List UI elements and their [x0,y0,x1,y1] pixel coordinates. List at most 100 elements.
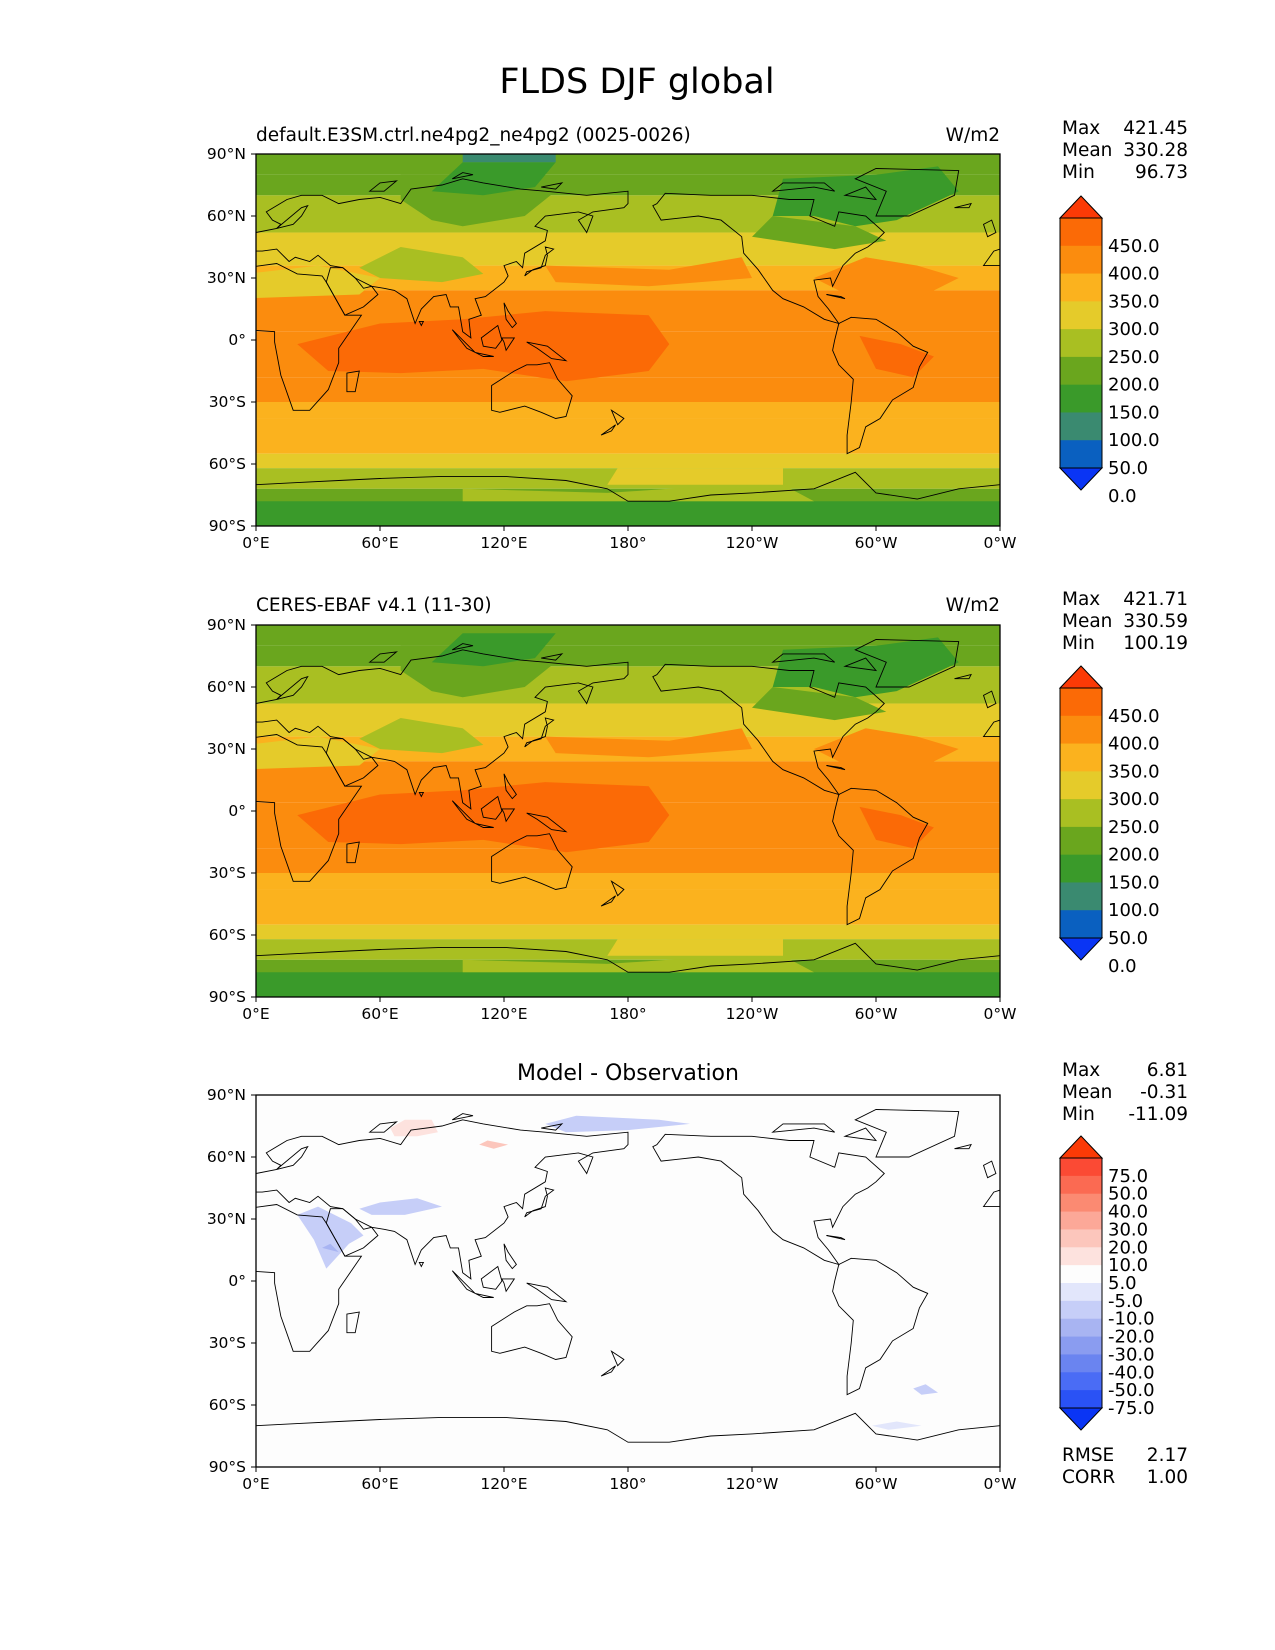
x-tick-label: 180° [609,1475,646,1493]
colorbar-diff: 75.050.040.030.020.010.05.0-5.0-10.0-20.… [1058,1135,1155,1431]
y-tick-label: 30°S [209,864,246,882]
x-tick-label: 0°W [984,1005,1017,1023]
colorbar-label: -10.0 [1108,1309,1155,1330]
stat-label: Mean [1062,1082,1112,1103]
colorbar-swatch [1060,1211,1102,1230]
colorbar-swatch [1060,743,1102,772]
colorbar-swatch [1060,1283,1102,1302]
panel-model-title: default.E3SM.ctrl.ne4pg2_ne4pg2 (0025-00… [256,125,691,146]
x-tick-label: 60°E [361,1005,398,1023]
y-tick-label: 60°N [207,1148,246,1166]
x-tick-label: 0°E [242,534,269,552]
stat-label: Min [1062,1104,1095,1125]
colorbar-swatch [1060,1193,1102,1213]
y-tick-label: 0° [228,331,246,349]
colorbar-swatch [1060,1175,1102,1195]
colorbar-label: 150.0 [1108,872,1160,893]
colorbar-label: 200.0 [1108,845,1160,866]
stat-value: -11.09 [1128,1104,1188,1125]
y-tick-label: 60°N [207,207,246,225]
x-tick-label: 60°W [855,534,898,552]
stats-model: Max 421.45 Mean 330.28 Min 96.73 [1062,118,1188,183]
x-tick-label: 120°W [726,534,779,552]
y-tick-label: 60°N [207,678,246,696]
panel-model-units: W/m2 [946,125,1000,146]
colorbar-label: -50.0 [1108,1380,1155,1401]
x-tick-label: 180° [609,1005,646,1023]
colorbar-swatch [1060,688,1102,717]
colorbar-swatch [1060,1265,1102,1284]
y-tick-label: 30°S [209,393,246,411]
colorbar-label: -20.0 [1108,1327,1155,1348]
stat-value: 330.59 [1123,611,1188,632]
y-tick-label: 0° [228,802,246,820]
stat-label: Mean [1062,140,1112,161]
x-tick-label: 120°E [480,1005,527,1023]
colorbar-label: 5.0 [1108,1273,1137,1294]
x-tick-label: 120°W [726,1005,779,1023]
colorbar-label: 50.0 [1108,1184,1148,1205]
y-tick-label: 0° [228,1272,246,1290]
colorbar-swatch [1060,1372,1102,1391]
map-diff-field [256,1095,1000,1467]
colorbar-label: 50.0 [1108,458,1148,479]
stat-value: 96.73 [1135,162,1188,183]
y-tick-label: 90°N [207,1086,246,1104]
stat-label: Min [1062,162,1095,183]
colorbar-label: 100.0 [1108,900,1160,921]
y-tick-label: 60°S [209,926,246,944]
stat-value: 330.28 [1123,140,1188,161]
colorbar-model: 450.0 400.0 350.0 300.0 250.0 200.0 150.0 100.0… [1058,195,1160,507]
colorbar-extend-top [1058,195,1104,219]
colorbar-label: 75.0 [1108,1166,1148,1187]
colorbar-label: -40.0 [1108,1362,1155,1383]
stat-value: 6.81 [1147,1060,1188,1081]
y-tick-label: 90°N [207,145,246,163]
colorbar-label: 30.0 [1108,1219,1148,1240]
colorbar-swatch [1060,273,1102,302]
colorbar-swatch [1060,910,1102,939]
stat-label: Max [1062,1060,1100,1081]
colorbar-swatch [1060,1229,1102,1248]
colorbar-swatch [1060,1390,1102,1409]
x-tick-label: 0°E [242,1005,269,1023]
panel-diff-title: Model - Observation [517,1061,739,1086]
colorbar-swatch [1060,771,1102,800]
colorbar-swatch [1060,1247,1102,1266]
colorbar-swatch [1060,301,1102,330]
y-tick-label: 60°S [209,1396,246,1414]
x-tick-label: 60°W [855,1475,898,1493]
colorbar-extend-bottom [1058,1407,1104,1431]
y-tick-label: 90°N [207,616,246,634]
colorbar-swatch [1060,1336,1102,1355]
x-tick-label: 60°E [361,1475,398,1493]
figure-title: FLDS DJF global [499,62,774,102]
panel-observation: CERES-EBAF v4.1 (11-30) W/m2 0°E 60°E 120°… [207,589,1188,1023]
stat-label: Mean [1062,611,1112,632]
colorbar-label: 300.0 [1108,789,1160,810]
y-tick-label: 30°N [207,1210,246,1228]
x-tick-label: 120°E [480,1475,527,1493]
x-tick-label: 60°W [855,1005,898,1023]
colorbar-extend-top [1058,665,1104,689]
colorbar-label: 20.0 [1108,1237,1148,1258]
panel-obs-title: CERES-EBAF v4.1 (11-30) [256,595,492,616]
stat-label: Max [1062,589,1100,610]
colorbar-swatch [1060,854,1102,883]
stat-value: 100.19 [1123,633,1188,654]
stat-value: 421.71 [1123,589,1188,610]
panel-model: default.E3SM.ctrl.ne4pg2_ne4pg2 (0025-00… [207,118,1188,552]
colorbar-swatch [1060,356,1102,386]
colorbar-swatch [1060,826,1102,856]
colorbar-label: 10.0 [1108,1255,1148,1276]
footer-stat-label: CORR [1062,1467,1115,1488]
colorbar-swatch [1060,1300,1102,1320]
x-tick-label: 120°E [480,534,527,552]
colorbar-extend-bottom [1058,937,1104,961]
footer-stat-value: 2.17 [1147,1445,1188,1466]
colorbar-swatch [1060,882,1102,911]
colorbar-label: 350.0 [1108,761,1160,782]
stats-diff: Max 6.81 Mean -0.31 Min -11.09 [1062,1060,1188,1125]
stats-obs: Max 421.71 Mean 330.59 Min 100.19 [1062,589,1188,654]
